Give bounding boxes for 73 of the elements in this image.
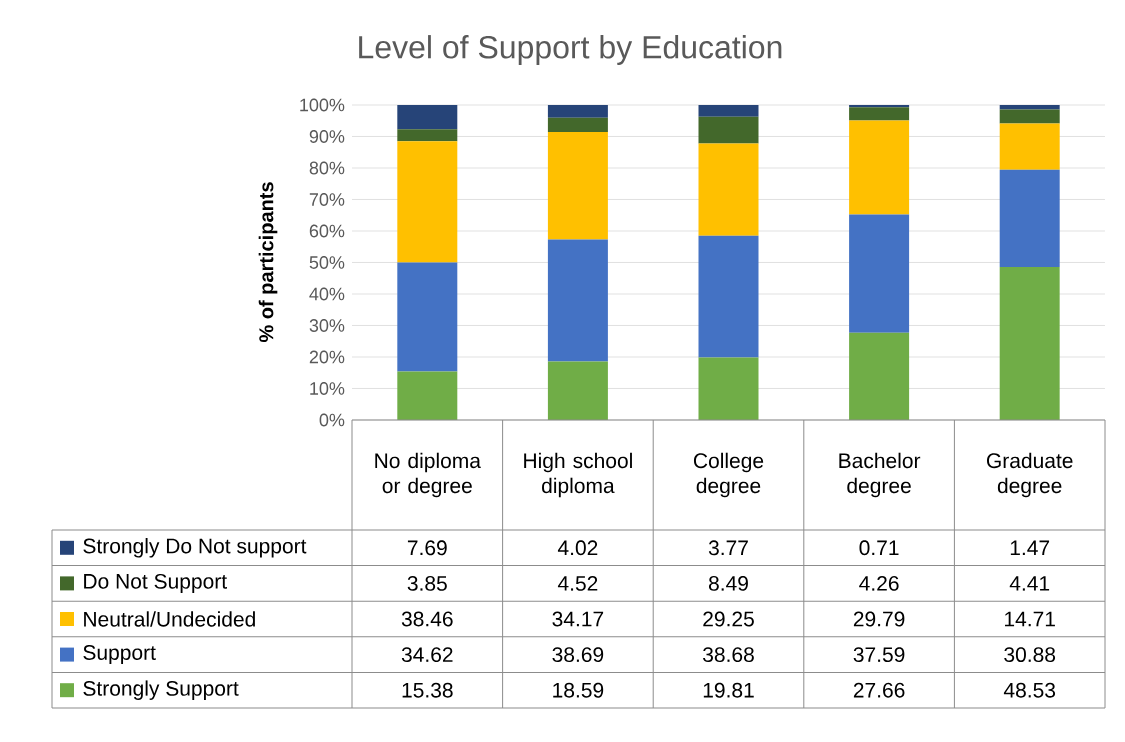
data-label: 7.69 <box>407 540 447 556</box>
data-label: 18.59 <box>553 682 604 698</box>
bar <box>397 141 458 263</box>
legend-label: Strongly Do Not support <box>83 538 307 558</box>
data-label: 4.41 <box>1009 576 1050 591</box>
data-label: 38.69 <box>552 647 604 663</box>
bar <box>547 239 608 362</box>
data-label: 38.68 <box>703 647 754 663</box>
bar <box>397 262 458 372</box>
y-tick-label: 10% <box>310 382 345 395</box>
data-label: 29.25 <box>703 611 754 627</box>
x-tick-label: High school diploma <box>524 452 632 498</box>
chart-title: Level of Support by Education <box>359 35 782 65</box>
y-tick-label: 50% <box>309 256 345 269</box>
x-tick-label: No diploma or degree <box>375 452 481 498</box>
data-label: 30.88 <box>1004 647 1056 663</box>
y-tick-label: 30% <box>309 319 345 332</box>
legend-label: Strongly Support <box>83 680 239 700</box>
bar <box>999 104 1060 110</box>
legend-label: Do Not Support <box>84 573 227 593</box>
data-label: 8.49 <box>708 575 748 591</box>
data-label: 0.71 <box>859 540 899 556</box>
bar <box>849 120 910 215</box>
bar <box>849 107 910 121</box>
bar <box>698 357 759 420</box>
bar <box>698 143 759 236</box>
data-label: 14.71 <box>1005 611 1055 627</box>
bar <box>698 235 759 358</box>
data-label: 19.81 <box>703 682 754 698</box>
bar <box>698 116 759 144</box>
bar <box>547 131 608 240</box>
y-tick-label: 0% <box>319 413 345 427</box>
data-label: 4.02 <box>557 540 598 556</box>
y-tick-label: 40% <box>309 287 345 301</box>
data-label: 34.62 <box>401 647 453 663</box>
bar <box>397 129 458 142</box>
legend-label: Support <box>83 645 156 665</box>
data-label: 38.46 <box>401 611 453 627</box>
bar <box>849 214 910 333</box>
y-tick-label: 90% <box>309 130 345 143</box>
data-label: 37.59 <box>853 647 905 663</box>
bar <box>397 371 458 420</box>
bar <box>698 104 759 117</box>
data-label: 4.26 <box>859 575 899 591</box>
bar <box>547 105 608 118</box>
data-label: 27.66 <box>853 682 905 698</box>
data-label: 15.38 <box>402 682 453 698</box>
bar <box>999 169 1060 268</box>
bar <box>849 332 910 420</box>
data-label: 34.17 <box>552 611 604 627</box>
y-tick-label: 20% <box>309 350 345 364</box>
y-tick-label: 60% <box>309 224 345 238</box>
y-tick-label: 70% <box>309 193 345 206</box>
bar <box>999 267 1060 420</box>
x-tick-label: College degree <box>693 452 764 498</box>
bar <box>547 117 608 132</box>
bar <box>999 123 1060 170</box>
y-tick-label: 80% <box>309 161 345 175</box>
y-axis-title: % of participants <box>258 182 278 343</box>
bar <box>999 109 1060 124</box>
x-tick-label: Graduate degree <box>986 452 1073 498</box>
data-label: 48.53 <box>1003 682 1056 698</box>
bar <box>397 104 458 130</box>
bar <box>849 104 910 108</box>
data-label: 4.52 <box>557 575 598 591</box>
data-label: 3.77 <box>708 540 748 556</box>
data-label: 29.79 <box>853 611 905 627</box>
y-tick-label: 100% <box>300 98 345 112</box>
data-label: 3.85 <box>407 575 447 591</box>
data-label: 1.47 <box>1010 540 1050 556</box>
x-tick-label: Bachelor degree <box>839 452 921 498</box>
legend-label: Neutral/Undecided <box>84 611 255 627</box>
bar <box>547 361 608 420</box>
